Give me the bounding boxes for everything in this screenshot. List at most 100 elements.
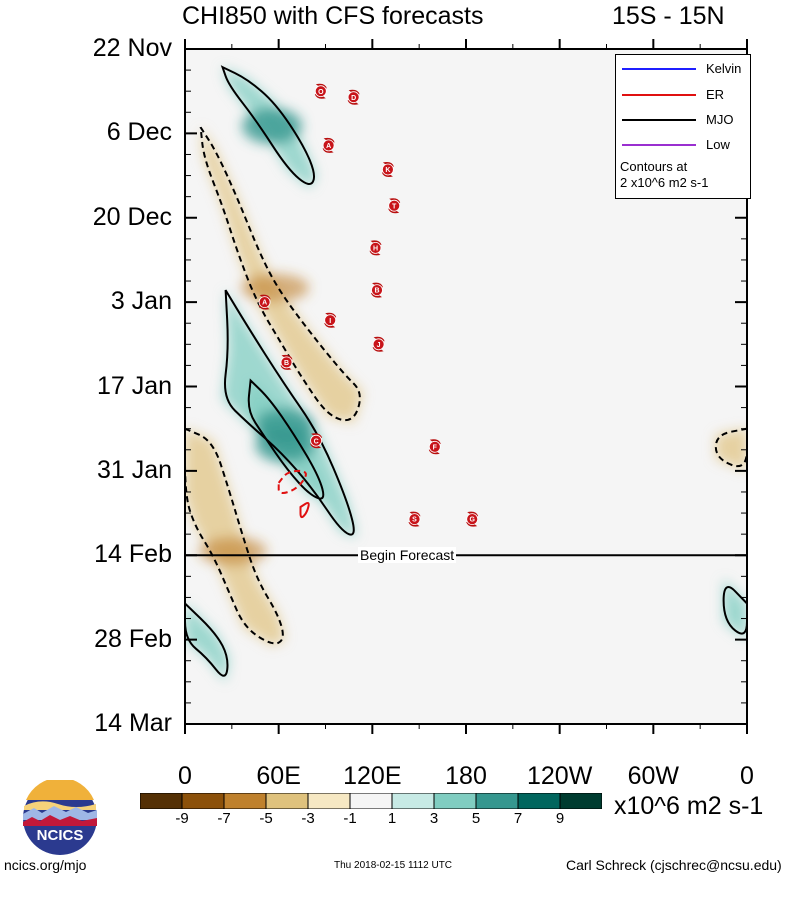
legend-item-er: ER <box>620 87 748 103</box>
tropical-cyclone-markers: O D A K T H B A I J B C F S G <box>258 83 479 527</box>
y-tick-label: 14 Feb <box>94 540 172 569</box>
cyclone-icon <box>372 338 385 351</box>
tropical-cyclone-marker: T <box>388 198 401 214</box>
ncics-logo: NCICS <box>23 780 97 855</box>
legend-swatch-kelvin <box>622 68 696 70</box>
tropical-cyclone-marker: K <box>381 162 394 177</box>
contours-layer <box>185 65 747 677</box>
tropical-cyclone-marker: A <box>258 294 271 310</box>
tropical-cyclone-marker: B <box>280 354 293 370</box>
colorbar-swatch <box>517 793 561 809</box>
y-tick-label: 28 Feb <box>94 624 172 653</box>
negative-anomaly-core <box>240 273 309 302</box>
cyclone-label: O <box>318 89 324 96</box>
x-tick-label: 0 <box>178 762 192 790</box>
x-tick-label: 60W <box>627 762 680 790</box>
mjo-negative-contour <box>199 126 361 422</box>
colorbar-tick-label: 1 <box>387 810 397 827</box>
cyclone-icon <box>314 85 327 98</box>
footer-url[interactable]: ncics.org/mjo <box>4 857 87 873</box>
cyclone-label: D <box>351 95 356 102</box>
tropical-cyclone-marker: C <box>310 433 323 449</box>
cyclone-label: G <box>469 517 475 524</box>
cyclone-icon <box>408 513 421 525</box>
colorbar-tick-label: -9 <box>175 810 189 827</box>
cyclone-label: T <box>392 203 397 210</box>
mjo-negative-contour <box>714 427 747 468</box>
tropical-cyclone-marker: G <box>466 511 479 527</box>
cyclone-label: H <box>373 246 378 253</box>
logo-text: NCICS <box>37 827 84 844</box>
x-tick-label: 120E <box>343 762 402 790</box>
legend-swatch-er <box>622 94 696 96</box>
cyclone-icon <box>258 296 271 309</box>
cyclone-icon <box>369 241 382 254</box>
colorbar-swatch <box>433 793 477 809</box>
contour-note-line2: 2 x10^6 m2 s-1 <box>620 175 709 190</box>
mjo-positive-contour <box>722 586 747 635</box>
tropical-cyclone-marker: O <box>314 83 327 99</box>
tropical-cyclone-marker: I <box>324 312 337 328</box>
legend-item-mjo: MJO <box>620 112 748 128</box>
colorbar-swatch <box>140 793 183 809</box>
legend-swatch-mjo <box>622 119 696 121</box>
begin-forecast-label: Begin Forecast <box>358 547 457 563</box>
cyclone-icon <box>371 284 383 297</box>
colorbar-tick-label: 3 <box>429 810 439 827</box>
positive-anomaly-area <box>185 603 229 682</box>
positive-anomaly-core <box>255 426 316 463</box>
legend-swatch-low <box>622 144 696 146</box>
cyclone-label: A <box>326 143 331 150</box>
y-tick-label: 14 Mar <box>94 709 172 737</box>
colorbar-swatch <box>391 793 435 809</box>
y-tick-label: 20 Dec <box>92 202 172 231</box>
tropical-cyclone-marker: J <box>372 336 385 352</box>
y-tick-label: 6 Dec <box>106 118 172 147</box>
cyclone-icon <box>428 440 441 453</box>
colorbar-swatch <box>265 793 309 809</box>
cyclone-icon <box>381 163 394 176</box>
legend-label-mjo: MJO <box>706 112 734 127</box>
er-contour <box>299 502 310 519</box>
colorbar-swatch <box>181 793 225 809</box>
cyclone-label: K <box>385 167 390 174</box>
colorbar-units: x10^6 m2 s-1 <box>614 792 764 820</box>
y-tick-label: 31 Jan <box>96 455 172 484</box>
mjo-positive-contour <box>224 289 355 536</box>
x-tick-label: 180 <box>445 762 487 790</box>
mjo-positive-contour <box>220 65 316 185</box>
mjo-positive-contour <box>185 602 229 677</box>
tropical-cyclone-marker: B <box>371 282 383 298</box>
cyclone-label: C <box>314 438 319 445</box>
mjo-positive-contour <box>247 378 325 500</box>
tropical-cyclone-marker: H <box>369 240 382 256</box>
y-tick-label: 17 Jan <box>96 371 172 400</box>
colorbar-tick-label: -7 <box>217 810 231 827</box>
cyclone-label: S <box>412 517 417 524</box>
tropical-cyclone-marker: D <box>347 89 360 105</box>
negative-anomaly-area <box>715 428 747 471</box>
legend: Kelvin ER MJO Low Contours at 2 x10^6 m2… <box>615 54 751 199</box>
latitude-band-title: 15S - 15N <box>612 2 725 30</box>
contour-note-line1: Contours at <box>620 159 688 174</box>
cyclone-label: A <box>262 300 267 307</box>
colorbar-swatch <box>475 793 519 809</box>
cyclone-icon <box>347 91 360 104</box>
cyclone-label: J <box>377 342 381 349</box>
legend-label-kelvin: Kelvin <box>706 61 742 76</box>
cyclone-icon <box>388 199 401 212</box>
colorbar-swatch <box>349 793 393 809</box>
colorbar-tick-label: -1 <box>343 810 357 827</box>
colorbar-tick-label: 5 <box>471 810 481 827</box>
colorbar-tick-label: -5 <box>259 810 273 827</box>
colorbar-tick-label: 9 <box>555 810 565 827</box>
positive-anomaly-core <box>242 108 303 145</box>
colorbar-swatch <box>559 793 602 809</box>
legend-label-er: ER <box>706 87 725 102</box>
cyclone-label: F <box>433 444 438 451</box>
cyclone-icon <box>280 356 293 369</box>
cyclone-icon <box>324 314 337 327</box>
colorbar-tick-label: -3 <box>301 810 315 827</box>
tropical-cyclone-marker: F <box>428 439 441 455</box>
y-tick-label: 3 Jan <box>110 287 172 316</box>
